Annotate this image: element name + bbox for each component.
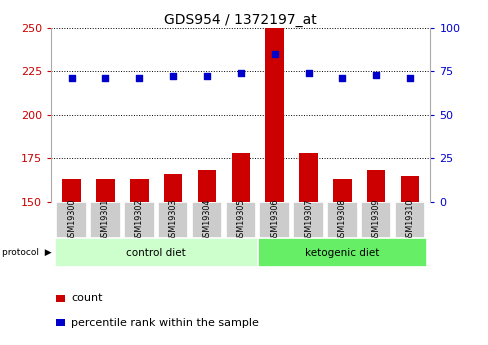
- Bar: [259, 202, 289, 238]
- Text: protocol  ▶: protocol ▶: [2, 248, 52, 257]
- Text: GSM19306: GSM19306: [269, 198, 279, 241]
- Text: count: count: [71, 294, 102, 303]
- Bar: [326, 202, 357, 238]
- Text: GSM19304: GSM19304: [202, 198, 211, 241]
- Bar: [265, 26, 284, 202]
- Bar: [366, 170, 385, 202]
- Text: GSM19305: GSM19305: [236, 198, 245, 242]
- Text: GSM19302: GSM19302: [135, 198, 143, 242]
- Bar: [360, 202, 390, 238]
- Text: ketogenic diet: ketogenic diet: [305, 248, 379, 258]
- Point: [102, 75, 109, 81]
- Point: [68, 75, 76, 81]
- Bar: [299, 153, 317, 202]
- Point: [203, 73, 210, 79]
- Point: [169, 73, 177, 79]
- Bar: [130, 179, 148, 202]
- Point: [135, 75, 143, 81]
- Bar: [55, 238, 257, 267]
- Text: GSM19301: GSM19301: [101, 198, 110, 241]
- Bar: [225, 202, 256, 238]
- Bar: [293, 202, 323, 238]
- Text: control diet: control diet: [126, 248, 186, 258]
- Bar: [124, 202, 154, 238]
- Point: [236, 70, 244, 76]
- Bar: [197, 170, 216, 202]
- Text: GSM19307: GSM19307: [304, 198, 312, 242]
- Bar: [62, 179, 81, 202]
- Text: GSM19300: GSM19300: [67, 198, 76, 241]
- Point: [371, 72, 379, 77]
- Bar: [96, 179, 115, 202]
- Text: percentile rank within the sample: percentile rank within the sample: [71, 318, 258, 327]
- Bar: [231, 153, 250, 202]
- Bar: [163, 174, 182, 202]
- Point: [270, 51, 278, 57]
- Bar: [90, 202, 121, 238]
- Text: GSM19309: GSM19309: [371, 198, 380, 242]
- Title: GDS954 / 1372197_at: GDS954 / 1372197_at: [164, 12, 317, 27]
- Point: [304, 70, 312, 76]
- Bar: [394, 202, 425, 238]
- Bar: [257, 238, 426, 267]
- Bar: [56, 202, 87, 238]
- Point: [338, 75, 346, 81]
- Text: GSM19310: GSM19310: [405, 198, 414, 241]
- Bar: [191, 202, 222, 238]
- Point: [405, 75, 413, 81]
- Bar: [158, 202, 188, 238]
- Text: GSM19308: GSM19308: [337, 198, 346, 241]
- Bar: [332, 179, 351, 202]
- Text: GSM19303: GSM19303: [168, 198, 177, 241]
- Bar: [400, 176, 419, 202]
